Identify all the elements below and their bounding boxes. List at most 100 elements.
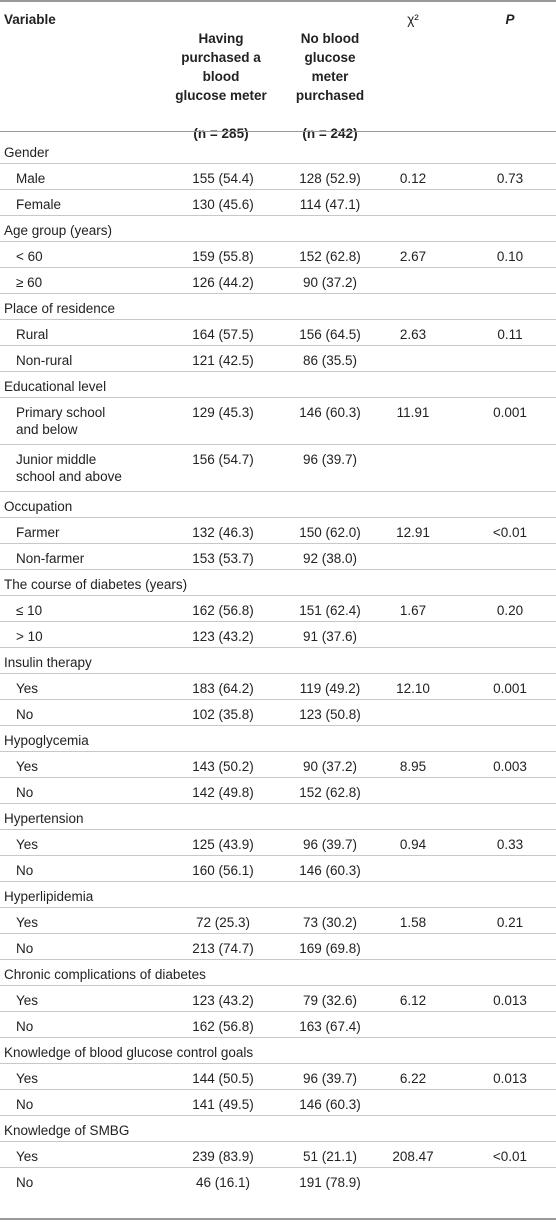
cell-purchased: 159 (55.8) <box>192 249 254 264</box>
row-label: No <box>16 1019 34 1034</box>
cell-not-purchased: 92 (38.0) <box>302 551 358 566</box>
cell-not-purchased: 114 (47.1) <box>299 197 361 212</box>
cell-purchased: 72 (25.3) <box>195 915 251 930</box>
cell-not-purchased: 169 (69.8) <box>299 941 361 956</box>
cell-p-value: 0.001 <box>493 681 527 696</box>
cell-not-purchased: 90 (37.2) <box>302 759 358 774</box>
row-divider <box>0 621 556 622</box>
section-label: Gender <box>4 145 50 160</box>
cell-p-value: 0.001 <box>493 405 527 420</box>
row-divider <box>0 1089 556 1090</box>
row-label: Non-farmer <box>16 551 85 566</box>
header-col-purchased-label: Having purchased a blood glucose meter <box>175 31 267 103</box>
row-label: Rural <box>16 327 49 342</box>
header-bottom-rule <box>0 131 556 132</box>
row-divider <box>0 855 556 856</box>
cell-chi-square: 6.22 <box>399 1071 427 1086</box>
row-label: No <box>16 1175 34 1190</box>
cell-not-purchased: 146 (60.3) <box>299 863 361 878</box>
section-label: Hypoglycemia <box>4 733 89 748</box>
header-col-not-purchased: No blood glucose meter purchased (n = 24… <box>270 10 390 143</box>
section-divider <box>0 803 556 804</box>
section-label: Hypertension <box>4 811 84 826</box>
cell-chi-square: 8.95 <box>399 759 427 774</box>
cell-not-purchased: 96 (39.7) <box>302 1071 358 1086</box>
row-divider <box>0 319 556 320</box>
cell-purchased: 153 (53.7) <box>192 551 254 566</box>
row-divider <box>0 829 556 830</box>
row-label: Yes <box>16 681 39 696</box>
cell-not-purchased: 146 (60.3) <box>299 1097 361 1112</box>
cell-purchased: 164 (57.5) <box>192 327 254 342</box>
section-divider <box>0 1037 556 1038</box>
cell-p-value: 0.003 <box>493 759 527 774</box>
header-col-not-purchased-n: (n = 242) <box>302 126 358 141</box>
cell-not-purchased: 191 (78.9) <box>299 1175 361 1190</box>
section-divider <box>0 491 556 492</box>
section-divider <box>0 959 556 960</box>
cell-purchased: 183 (64.2) <box>192 681 254 696</box>
row-divider <box>0 517 556 518</box>
cell-purchased: 239 (83.9) <box>192 1149 254 1164</box>
cell-purchased: 144 (50.5) <box>192 1071 254 1086</box>
cell-not-purchased: 51 (21.1) <box>302 1149 358 1164</box>
cell-not-purchased: 119 (49.2) <box>299 681 361 696</box>
section-divider <box>0 293 556 294</box>
header-p-value: P <box>505 12 515 27</box>
section-label: Hyperlipidemia <box>4 889 94 904</box>
cell-p-value: 0.21 <box>496 915 524 930</box>
section-divider <box>0 725 556 726</box>
cell-purchased: 156 (54.7) <box>192 452 254 467</box>
row-label: Female <box>16 197 62 212</box>
cell-not-purchased: 91 (37.6) <box>302 629 358 644</box>
row-divider <box>0 444 556 445</box>
cell-purchased: 123 (43.2) <box>192 629 254 644</box>
row-label: Yes <box>16 1071 39 1086</box>
section-label: Occupation <box>4 499 73 514</box>
cell-not-purchased: 152 (62.8) <box>299 249 361 264</box>
section-label: Age group (years) <box>4 223 113 238</box>
section-label: The course of diabetes (years) <box>4 577 188 592</box>
section-divider <box>0 371 556 372</box>
cell-purchased: 102 (35.8) <box>192 707 254 722</box>
cell-chi-square: 6.12 <box>399 993 427 1008</box>
section-label: Insulin therapy <box>4 655 92 670</box>
row-label: No <box>16 707 34 722</box>
cell-purchased: 143 (50.2) <box>192 759 254 774</box>
row-label: > 10 <box>16 629 43 644</box>
header-chi-square: χ² <box>407 12 419 27</box>
cell-not-purchased: 73 (30.2) <box>302 915 358 930</box>
cell-p-value: 0.11 <box>497 327 523 342</box>
cell-p-value: 0.33 <box>496 837 524 852</box>
row-divider <box>0 907 556 908</box>
row-divider <box>0 595 556 596</box>
cell-chi-square: 0.12 <box>399 171 427 186</box>
row-divider <box>0 673 556 674</box>
row-divider <box>0 189 556 190</box>
cell-purchased: 129 (45.3) <box>192 405 254 420</box>
cell-purchased: 162 (56.8) <box>192 603 254 618</box>
row-label: < 60 <box>16 249 43 264</box>
header-variable: Variable <box>4 12 56 27</box>
cell-chi-square: 2.67 <box>399 249 427 264</box>
section-divider <box>0 215 556 216</box>
row-divider <box>0 777 556 778</box>
row-divider <box>0 241 556 242</box>
cell-chi-square: 1.58 <box>399 915 427 930</box>
section-label: Knowledge of blood glucose control goals <box>4 1045 254 1060</box>
cell-purchased: 142 (49.8) <box>192 785 254 800</box>
cell-purchased: 155 (54.4) <box>192 171 254 186</box>
section-label: Educational level <box>4 379 107 394</box>
cell-p-value: 0.20 <box>496 603 524 618</box>
table-bottom-rule <box>0 1218 556 1220</box>
cell-purchased: 126 (44.2) <box>192 275 254 290</box>
cell-not-purchased: 150 (62.0) <box>299 525 361 540</box>
row-label: Yes <box>16 837 39 852</box>
row-divider <box>0 397 556 398</box>
cell-purchased: 130 (45.6) <box>192 197 254 212</box>
section-label: Chronic complications of diabetes <box>4 967 206 982</box>
section-divider <box>0 647 556 648</box>
row-divider <box>0 1167 556 1168</box>
cell-not-purchased: 146 (60.3) <box>299 405 361 420</box>
